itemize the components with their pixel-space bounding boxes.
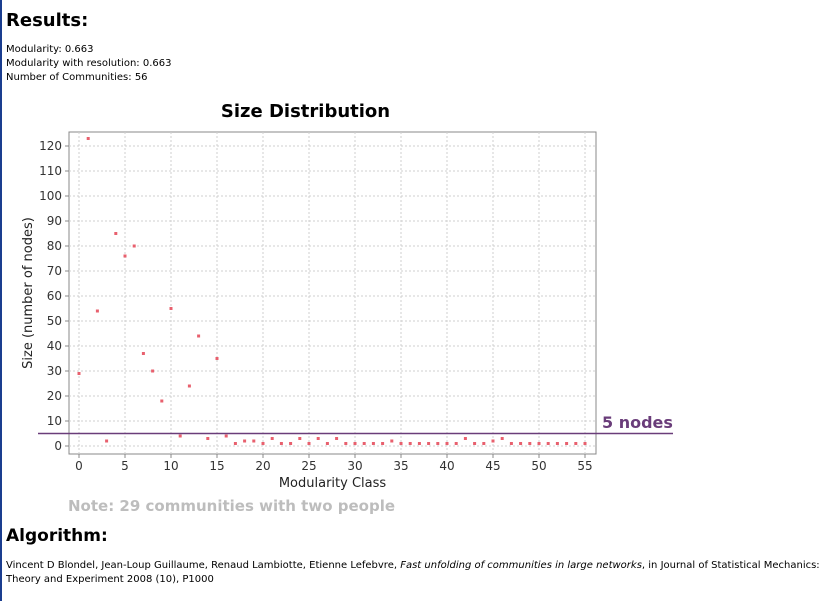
citation: Vincent D Blondel, Jean-Loup Guillaume, … [6,559,824,587]
data-point [399,442,403,445]
data-point [215,357,219,360]
data-point [546,442,550,445]
data-point [537,442,541,445]
data-point [583,442,587,445]
data-point [132,244,136,248]
threshold-label: 5 nodes [602,413,673,432]
data-point [233,442,237,445]
y-tick-label: 60 [47,289,62,303]
data-point [445,442,449,445]
algorithm-heading: Algorithm: [6,526,108,546]
x-tick-label: 15 [209,459,224,473]
y-tick-label: 90 [47,214,62,228]
community-count: Number of Communities: 56 [6,72,148,83]
data-point [528,442,532,445]
data-point [491,439,495,443]
citation-title: Fast unfolding of communities in large n… [400,560,642,571]
data-point [105,439,109,443]
y-axis-label: Size (number of nodes) [21,217,36,369]
data-point [298,437,302,440]
left-border [0,0,2,601]
modularity-resolution-value: Modularity with resolution: 0.663 [6,58,172,69]
citation-authors: Vincent D Blondel, Jean-Loup Guillaume, … [6,560,401,571]
y-tick-label: 50 [47,314,62,328]
data-point [114,232,118,235]
data-point [500,437,504,440]
chart-title: Size Distribution [220,101,391,122]
data-point [187,384,191,388]
plot-area [68,131,597,455]
data-point [555,442,559,445]
data-point [151,369,155,373]
data-point [289,442,293,445]
data-point [316,437,320,440]
data-point [178,434,182,438]
data-point [463,437,467,440]
data-point [270,437,274,440]
x-tick-label: 50 [531,459,546,473]
data-point [473,442,477,445]
citation-journal: , in Journal of Statistical Mechanics: T… [6,560,820,585]
data-point [86,137,90,140]
y-tick-label: 80 [47,239,62,253]
data-point [371,442,375,445]
data-point [519,442,523,445]
data-point [362,442,366,445]
data-point [509,442,513,445]
modularity-value: Modularity: 0.663 [6,44,94,55]
y-tick-label: 120 [39,139,62,153]
data-point [77,372,81,375]
data-point [206,437,210,440]
data-point [381,442,385,445]
data-point [482,442,486,445]
data-point [344,442,348,445]
x-tick-label: 25 [301,459,316,473]
y-tick-label: 100 [39,189,62,203]
x-tick-label: 30 [347,459,362,473]
data-point [427,442,431,445]
x-axis-label: Modularity Class [279,476,387,491]
data-point [123,254,127,258]
y-tick-label: 30 [47,364,62,378]
data-point [390,439,394,443]
x-tick-label: 45 [485,459,500,473]
x-tick-label: 5 [121,459,129,473]
data-point [243,439,247,443]
results-heading: Results: [6,10,89,31]
data-point [408,442,412,445]
data-point [417,442,421,445]
y-tick-label: 20 [47,389,62,403]
data-point [454,442,458,445]
data-point [95,309,99,313]
y-tick-label: 110 [39,164,62,178]
data-point [224,434,228,438]
y-tick-label: 10 [47,414,62,428]
data-point [252,439,256,443]
data-point [353,442,357,445]
data-point [141,352,145,355]
data-point [169,307,173,310]
data-point [160,399,164,403]
x-tick-label: 40 [439,459,454,473]
data-point [335,437,339,440]
data-point [279,442,283,445]
data-point [436,442,440,445]
data-point [197,334,201,338]
y-tick-label: 40 [47,339,62,353]
x-tick-label: 10 [163,459,178,473]
data-point [574,442,578,445]
x-tick-label: 35 [393,459,408,473]
data-point [325,442,329,445]
x-tick-label: 0 [75,459,83,473]
data-point [307,442,311,445]
x-tick-label: 20 [255,459,270,473]
data-point [565,442,569,445]
y-tick-label: 0 [54,439,62,453]
y-tick-label: 70 [47,264,62,278]
x-tick-label: 55 [577,459,592,473]
note-text: Note: 29 communities with two people [68,497,396,515]
data-point [261,442,265,445]
